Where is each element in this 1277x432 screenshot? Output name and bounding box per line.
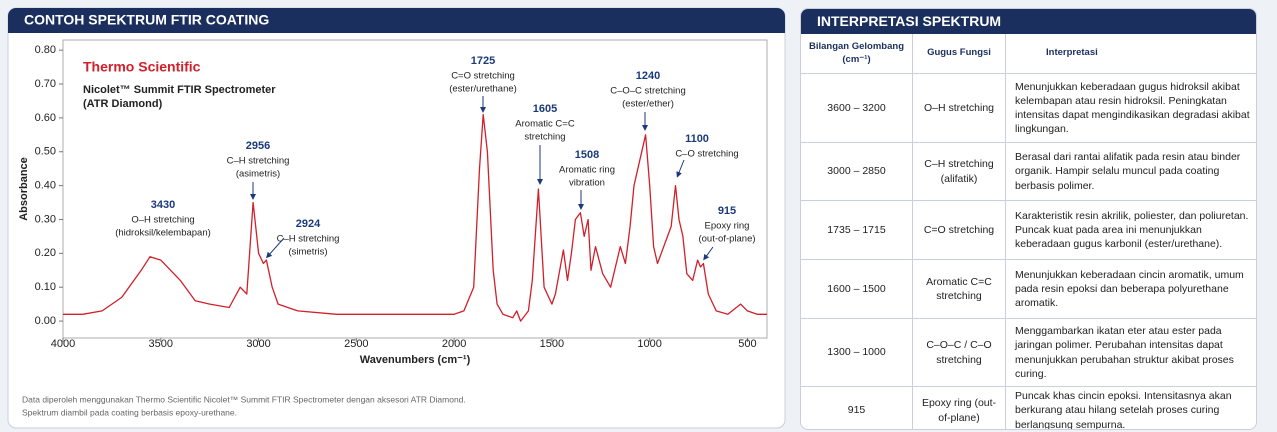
annotation-text: C–H stretching [227, 156, 290, 167]
annotation-arrow [676, 159, 685, 178]
header-cell: Bilangan Gelombang (cm⁻¹) [801, 34, 913, 73]
table-cell: Epoxy ring (out-of-plane) [913, 387, 1006, 429]
spectrum-line [63, 113, 767, 322]
annotation-number: 915 [718, 205, 736, 217]
annotation-text: Aromatic C=C [515, 119, 575, 130]
annotation-text: C–O stretching [675, 149, 738, 160]
table-cell: Berasal dari rantai alifatik pada resin … [1015, 151, 1241, 192]
table-cell: C=O stretching [913, 201, 1006, 259]
y-tick-label: 0.30 [35, 213, 56, 225]
table-cell: 915 [801, 387, 913, 429]
annotation-number: 1605 [533, 103, 557, 115]
x-tick-label: 3500 [149, 338, 173, 350]
table-cell: O–H stretching [913, 74, 1006, 142]
brand: Thermo Scientific [83, 59, 201, 75]
table-header: Bilangan Gelombang (cm⁻¹) Gugus Fungsi I… [801, 34, 1256, 74]
table-cell: 1600 – 1500 [801, 260, 913, 318]
table-cell: Menunjukkan keberadaan cincin aromatik, … [1015, 268, 1244, 310]
table-row: 1600 – 1500 Aromatic C=C stretching Menunj… [801, 260, 1256, 319]
x-tick-label: 4000 [51, 338, 75, 350]
table-panel: INTERPRETASI SPEKTRUM Bilangan Gelombang… [800, 8, 1257, 430]
table-cell: Aromatic C=C stretching [913, 260, 1006, 318]
instrument: Nicolet™ Summit FTIR Spectrometer [83, 84, 276, 96]
table-cell: Puncak khas cincin epoksi. Intensitasnya… [1015, 390, 1232, 430]
x-tick-label: 1500 [540, 338, 564, 350]
y-tick-label: 0.40 [35, 180, 56, 192]
y-tick-label: 0.60 [35, 112, 56, 124]
x-tick-label: 2500 [344, 338, 368, 350]
x-tick-label: 3000 [246, 338, 270, 350]
annotation-number: 3430 [151, 199, 175, 211]
y-tick-label: 0.20 [35, 247, 56, 259]
annotation-text: O–H stretching [131, 215, 194, 226]
annotation-text: (hidroksil/kelembapan) [115, 228, 211, 239]
table-row: 1300 – 1000 C–O–C / C–O stretching Menggam… [801, 319, 1256, 387]
annotation-number: 1100 [685, 133, 709, 145]
table-row: 915 Epoxy ring (out-of-plane) Puncak khas … [801, 387, 1256, 430]
footnote: Data diperoleh menggunakan Thermo Scient… [22, 394, 466, 404]
annotation-number: 1508 [575, 149, 599, 161]
header-cell: Gugus Fungsi [913, 34, 1006, 73]
table-cell: 3600 – 3200 [801, 74, 913, 142]
table-cell: 1735 – 1715 [801, 201, 913, 259]
table-cell: 1300 – 1000 [801, 319, 913, 386]
annotation-arrow [266, 237, 285, 259]
table-cell: Karakteristik resin akrilik, poliester, … [1015, 209, 1249, 251]
annotation-text: (ester/urethane) [449, 84, 517, 95]
table-row: 3600 – 3200 O–H stretching Menunjukkan keb… [801, 74, 1256, 143]
instrument: (ATR Diamond) [83, 98, 163, 110]
annotation-text: C–H stretching [277, 234, 340, 245]
table-cell: C–H stretching (alifatik) [913, 143, 1006, 200]
x-tick-label: 500 [738, 338, 756, 350]
annotation-text: (ester/ether) [622, 99, 674, 110]
table-row: 3000 – 2850 C–H stretching (alifatik) Bera… [801, 143, 1256, 201]
y-tick-label: 0.10 [35, 281, 56, 293]
annotation-text: Aromatic ring [559, 165, 615, 176]
annotation-text: Epoxy ring [705, 221, 750, 232]
x-axis-label: Wavenumbers (cm⁻¹) [360, 354, 471, 366]
annotation-number: 1725 [471, 55, 495, 67]
annotation-text: (asimetris) [236, 169, 280, 180]
table-cell: 3000 – 2850 [801, 143, 913, 200]
table-title: INTERPRETASI SPEKTRUM [801, 9, 1256, 34]
header-cell: Interpretasi [1046, 47, 1098, 59]
x-tick-label: 1000 [637, 338, 661, 350]
chart: CONTOH SPEKTRUM FTIR COATING Thermo Scie… [7, 7, 786, 429]
y-tick-label: 0.80 [35, 44, 56, 56]
y-tick-label: 0.00 [35, 315, 56, 327]
plot-frame [62, 39, 768, 339]
annotation-text: C=O stretching [451, 71, 515, 82]
table-cell: Menggambarkan ikatan eter atau ester pad… [1015, 325, 1234, 380]
panel-header [8, 8, 785, 33]
annotation-arrow [703, 246, 714, 261]
annotation-text: C–O–C stretching [610, 86, 686, 97]
footnote: Spektrum diambil pada coating berbasis e… [22, 407, 237, 417]
annotation-number: 2956 [246, 140, 270, 152]
y-tick-label: 0.50 [35, 146, 56, 158]
table-body: 3600 – 3200 O–H stretching Menunjukkan keb… [801, 74, 1256, 430]
annotation-text: (out-of-plane) [698, 234, 755, 245]
table-row: 1735 – 1715 C=O stretching Karakteristik r… [801, 201, 1256, 260]
annotation-text: stretching [524, 132, 565, 143]
y-axis-label: Absorbance [18, 157, 30, 221]
annotation-number: 2924 [296, 218, 321, 230]
table-cell: Menunjukkan keberadaan gugus hidroksil a… [1015, 80, 1250, 136]
annotation-text: vibration [569, 178, 605, 189]
y-tick-label: 0.70 [35, 78, 56, 90]
x-tick-label: 2000 [442, 338, 466, 350]
chart-title: CONTOH SPEKTRUM FTIR COATING [24, 12, 269, 28]
annotation-number: 1240 [636, 70, 660, 82]
annotation-text: (simetris) [288, 247, 327, 258]
table-cell: C–O–C / C–O stretching [913, 319, 1006, 386]
